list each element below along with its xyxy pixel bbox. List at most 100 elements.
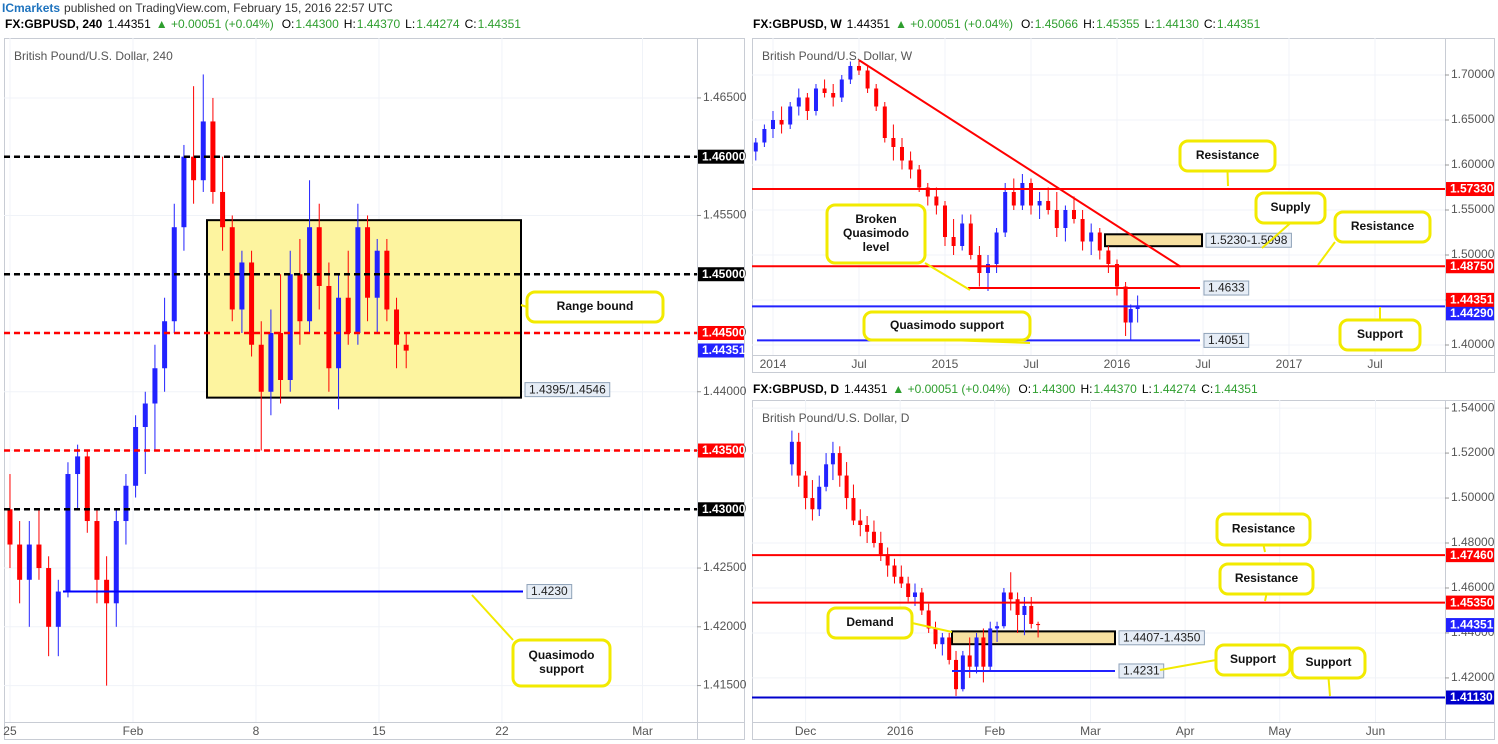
header-text: C:	[1204, 17, 1216, 31]
y-tick-label: 1.55000	[1451, 202, 1495, 216]
callout-text: support	[539, 662, 584, 676]
candle-body	[824, 464, 829, 487]
candle-body	[899, 576, 904, 584]
header-text: FX:GBPUSD, 240	[5, 17, 103, 31]
zone-tag	[1205, 232, 1292, 248]
price-tag-label: 1.44351	[1450, 293, 1494, 307]
price-tag-label: 1.46000	[702, 149, 746, 163]
price-tag-label: 1.48750	[1450, 259, 1494, 273]
header-text: 1.44351	[1214, 382, 1258, 396]
price-tag	[698, 149, 744, 164]
candle-body	[1015, 599, 1020, 615]
header-text: 1.44351	[847, 17, 891, 31]
callout-text: Support	[1357, 327, 1403, 341]
candle-body	[856, 65, 861, 71]
level-tag	[1203, 332, 1250, 348]
candle-body	[46, 568, 52, 627]
callout-pointer	[1317, 241, 1336, 266]
candle-body	[933, 628, 938, 645]
candle-body	[830, 453, 835, 465]
header-text: 1.44351	[1217, 17, 1261, 31]
candle-body	[968, 223, 973, 256]
candle-body	[788, 106, 793, 125]
callout-box	[1338, 318, 1422, 352]
x-tick-label: 15	[372, 724, 386, 738]
y-tick-label: 1.45500	[703, 208, 747, 222]
y-tick-label: 1.46500	[703, 90, 747, 104]
candle-body	[779, 119, 784, 125]
candle-body	[951, 237, 956, 247]
y-tick-label: 1.50000	[1451, 247, 1495, 261]
chart-title: British Pound/U.S. Dollar, D	[762, 411, 910, 425]
callout-text: Resistance	[1196, 148, 1260, 162]
candle-body	[1028, 182, 1033, 206]
header-text: 1.44274	[416, 17, 460, 31]
x-tick-label: Jun	[1366, 724, 1385, 738]
callout-text: level	[863, 240, 890, 254]
candle-body	[762, 128, 767, 143]
header-text: 1.45066	[1035, 17, 1079, 31]
header-text: 1.44351	[844, 382, 888, 396]
candle-body	[810, 498, 815, 510]
candle-body	[1089, 232, 1094, 242]
level-label: 1.4231	[1123, 664, 1160, 678]
candle-body	[345, 297, 351, 333]
zone-tag	[1118, 630, 1205, 646]
candle-body	[1036, 623, 1041, 626]
header-text: FX:GBPUSD, W	[753, 17, 842, 31]
callout-box	[511, 638, 612, 688]
header-text: 1.44351	[107, 17, 151, 31]
candle-body	[865, 525, 870, 532]
x-tick-label: 2015	[932, 357, 959, 371]
header-text: C:	[465, 17, 477, 31]
callout-box	[1254, 191, 1327, 225]
candle-body	[839, 79, 844, 98]
price-tag	[698, 325, 744, 340]
candle-body	[258, 344, 264, 392]
price-tag	[698, 502, 744, 517]
header-text: L:	[1142, 382, 1152, 396]
y-tick-label: 1.42000	[1451, 670, 1495, 684]
callout-box	[1215, 512, 1312, 547]
x-tick-label: Apr	[1176, 724, 1195, 738]
header-text: C:	[1201, 382, 1213, 396]
candle-body	[967, 655, 972, 667]
price-tag	[1446, 259, 1494, 274]
callout-text: Support	[1230, 652, 1276, 666]
candle-body	[326, 285, 332, 369]
price-tag-label: 1.41130	[1450, 690, 1493, 704]
x-tick-label: 2017	[1276, 357, 1303, 371]
header-text: 1.44300	[295, 17, 339, 31]
header-text: 1.44370	[357, 17, 401, 31]
price-tag-label: 1.45000	[702, 267, 746, 281]
x-tick-label: Feb	[123, 724, 144, 738]
candle-body	[1001, 592, 1006, 627]
y-tick-label: 1.41500	[703, 678, 747, 692]
x-tick-label: May	[1268, 724, 1291, 738]
candle-body	[831, 92, 836, 98]
y-tick-label: 1.48000	[1451, 535, 1495, 549]
y-tick-label: 1.52000	[1451, 445, 1495, 459]
candle-body	[210, 121, 216, 192]
candle-body	[75, 456, 81, 475]
candle-body	[822, 88, 827, 93]
candle-body	[851, 498, 856, 521]
candle-body	[885, 554, 890, 566]
candle-body	[892, 565, 897, 577]
candle-body	[908, 160, 913, 170]
level-label: 1.4051	[1208, 333, 1245, 347]
callout-box	[1178, 139, 1277, 173]
panel-frame	[4, 38, 745, 740]
candle-body	[912, 592, 917, 597]
candle-body	[113, 521, 119, 604]
price-tag-label: 1.44351	[1450, 618, 1494, 632]
candle-body	[365, 227, 371, 298]
candle-body	[960, 655, 965, 690]
x-tick-label: Jul	[1195, 357, 1210, 371]
candle-body	[65, 474, 71, 592]
candle-body	[988, 628, 993, 667]
header-text: ICmarkets	[2, 1, 60, 15]
callout-text: Quasimodo support	[890, 318, 1004, 332]
header-text: ▲ +0.00051 (+0.04%)	[892, 382, 1010, 396]
